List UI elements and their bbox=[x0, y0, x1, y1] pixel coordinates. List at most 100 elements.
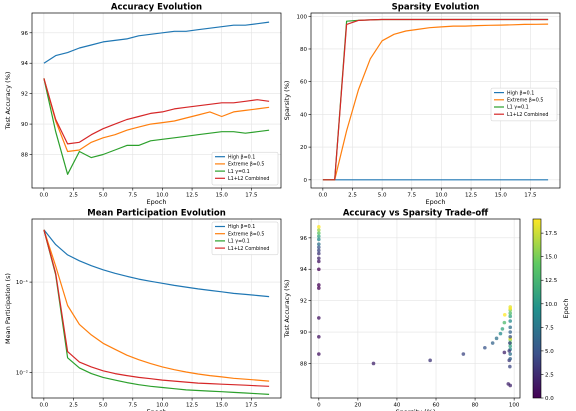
scatter-point bbox=[500, 327, 505, 331]
x-tick-label: 12.5 bbox=[465, 193, 478, 199]
scatter-point bbox=[317, 259, 321, 264]
x-tick-label: 10.0 bbox=[435, 193, 448, 199]
x-tick-label: 60 bbox=[433, 403, 440, 409]
colorbar-tick-label: 12.5 bbox=[545, 278, 558, 284]
scatter-point bbox=[508, 319, 513, 323]
series-line bbox=[43, 21, 270, 64]
series-line bbox=[322, 23, 549, 181]
scatter-point bbox=[317, 316, 321, 320]
plot-frame bbox=[310, 218, 521, 399]
legend-label: Extreme β=0.5 bbox=[507, 98, 543, 104]
legend-label: L1 γ=0.1 bbox=[228, 239, 250, 245]
scatter-point bbox=[508, 330, 513, 334]
scatter-point bbox=[502, 312, 507, 317]
scatter-point bbox=[502, 350, 507, 355]
x-axis-label: Sparsity (%) bbox=[396, 408, 436, 411]
y-axis-label: Test Accuracy (%) bbox=[283, 280, 291, 339]
scatter-point bbox=[508, 311, 513, 316]
series-line bbox=[43, 229, 270, 387]
x-tick-label: 17.5 bbox=[245, 403, 258, 409]
scatter-point bbox=[507, 349, 512, 353]
x-tick-label: 0.0 bbox=[39, 193, 48, 199]
colorbar-gradient bbox=[532, 218, 542, 399]
scatter-point bbox=[317, 251, 321, 256]
scatter-point bbox=[483, 345, 487, 350]
accuracy-evolution-chart: 0.0 2.5 5.0 7.5 10.0 12.5 15.0 17.5 88 90 92 94 96 Ac… bbox=[4, 3, 282, 206]
scatter-point bbox=[428, 358, 432, 363]
scatter-point bbox=[508, 325, 513, 330]
legend-label: L1 γ=0.1 bbox=[507, 105, 529, 111]
x-tick-label: 80 bbox=[472, 403, 479, 409]
legend-box bbox=[211, 221, 279, 256]
x-tick-label: 7.5 bbox=[128, 403, 137, 409]
chart-title: Mean Participation Evolution bbox=[87, 209, 226, 219]
scatter-point bbox=[317, 248, 321, 253]
scatter-point bbox=[498, 331, 503, 336]
x-tick-label: 17.5 bbox=[524, 193, 537, 199]
y-axis-label: Sparsity (%) bbox=[283, 81, 291, 121]
x-tick-label: 10.0 bbox=[156, 403, 169, 409]
colorbar-tick-label: 2.5 bbox=[545, 372, 554, 378]
y-tick-label: 100 bbox=[297, 14, 308, 20]
scatter-point bbox=[317, 334, 321, 339]
legend-label: L1+L2 Combined bbox=[228, 176, 269, 182]
y-tick-label: 10⁻² bbox=[16, 369, 28, 376]
x-tick-label: 7.5 bbox=[128, 193, 137, 199]
scatter-point bbox=[317, 256, 321, 261]
legend-label: L1+L2 Combined bbox=[507, 112, 548, 118]
legend-label: High β=0.1 bbox=[228, 154, 255, 160]
x-tick-label: 2.5 bbox=[69, 193, 78, 199]
colorbar-label: Epoch bbox=[562, 299, 570, 319]
y-tick-label: 80 bbox=[300, 47, 307, 53]
x-tick-label: 0.0 bbox=[39, 403, 48, 409]
scatter-point bbox=[494, 336, 499, 341]
legend-label: L1 γ=0.1 bbox=[228, 169, 250, 175]
y-axis-label: Test Accuracy (%) bbox=[4, 72, 12, 131]
x-tick-label: 5.0 bbox=[99, 403, 108, 409]
plot-area bbox=[311, 219, 520, 398]
y-tick-label: 96 bbox=[300, 236, 307, 242]
y-tick-label: 0 bbox=[304, 178, 308, 184]
accuracy-sparsity-tradeoff-chart: 0 20 40 60 80 100 88 90 92 94 96 Accuracy vs Sparsi… bbox=[283, 209, 521, 411]
plot-frame bbox=[31, 218, 282, 399]
y-tick-label: 92 bbox=[300, 299, 307, 305]
scatter-point bbox=[317, 234, 321, 239]
x-tick-label: 15.0 bbox=[495, 193, 508, 199]
colorbar-tick-label: 10.0 bbox=[545, 302, 558, 308]
chart-title: Sparsity Evolution bbox=[392, 3, 480, 13]
colorbar-tick-label: 0.0 bbox=[545, 396, 554, 402]
x-tick-label: 2.5 bbox=[69, 403, 78, 409]
scatter-point bbox=[317, 242, 321, 246]
y-tick-label: 88 bbox=[21, 153, 28, 159]
chart-title: Accuracy vs Sparsity Trade-off bbox=[343, 209, 488, 219]
y-tick-label: 40 bbox=[300, 112, 307, 118]
scatter-point bbox=[317, 228, 321, 232]
legend-box bbox=[211, 151, 279, 186]
colorbar-tick-label: 17.5 bbox=[545, 231, 558, 237]
scatter-point bbox=[317, 231, 321, 235]
y-tick-label: 92 bbox=[21, 92, 28, 98]
x-tick-label: 15.0 bbox=[216, 193, 229, 199]
x-axis-label: Epoch bbox=[147, 198, 167, 206]
scatter-point bbox=[502, 320, 507, 325]
x-tick-label: 17.5 bbox=[245, 193, 258, 199]
y-tick-label: 60 bbox=[300, 80, 307, 86]
y-tick-label: 96 bbox=[21, 31, 28, 37]
x-tick-label: 0 bbox=[317, 403, 321, 409]
chart-title: Accuracy Evolution bbox=[111, 3, 202, 13]
x-tick-label: 15.0 bbox=[216, 403, 229, 409]
sparsity-evolution-chart: 0.0 2.5 5.0 7.5 10.0 12.5 15.0 17.5 0 20 40 60 80 100… bbox=[283, 3, 561, 206]
series-line bbox=[43, 78, 270, 175]
scatter-point bbox=[508, 334, 513, 339]
scatter-point bbox=[371, 361, 376, 366]
x-tick-label: 7.5 bbox=[407, 193, 416, 199]
colorbar-tick-label: 7.5 bbox=[545, 325, 554, 331]
scatter-point bbox=[508, 356, 513, 361]
scatter-point bbox=[508, 344, 513, 348]
epoch-colorbar: 0.0 2.5 5.0 7.5 10.0 12.5 15.0 17.5 Epoch bbox=[532, 218, 570, 402]
series-line bbox=[43, 78, 270, 153]
x-tick-label: 5.0 bbox=[99, 193, 108, 199]
series-line bbox=[43, 78, 270, 145]
scatter-point bbox=[461, 352, 466, 356]
scatter-point bbox=[508, 314, 513, 319]
